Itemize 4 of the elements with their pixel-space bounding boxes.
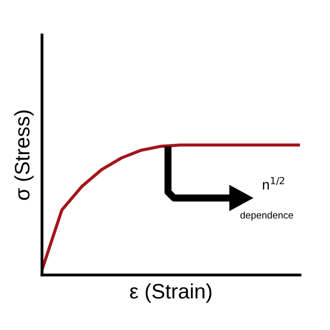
x-axis-title: ε (Strain) (130, 283, 212, 303)
annotation: n$^{1/2}$ (262, 176, 284, 190)
annotation: dependence (240, 211, 294, 221)
y-axis-title: σ (Stress) (14, 110, 34, 200)
